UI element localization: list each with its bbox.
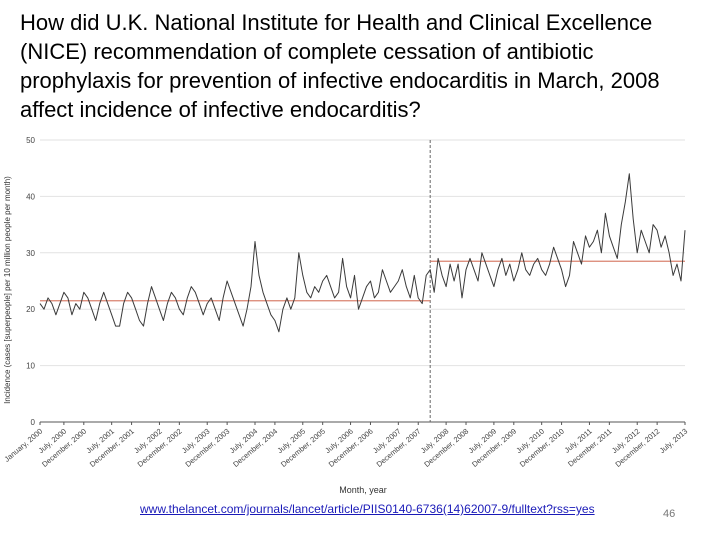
y-tick-label: 30 xyxy=(26,249,35,258)
y-tick-label: 0 xyxy=(31,418,36,427)
x-tick-label: January, 2000 xyxy=(3,427,45,464)
x-axis-title: Month, year xyxy=(339,485,387,495)
y-tick-label: 40 xyxy=(26,192,35,201)
incidence-series-line xyxy=(39,173,686,333)
incidence-line-chart: Incidence (cases [superpeople] per 10 mi… xyxy=(3,136,690,495)
y-tick-label: 10 xyxy=(26,362,35,371)
y-tick-label: 20 xyxy=(26,305,35,314)
page-number: 46 xyxy=(663,508,676,520)
y-axis-title: Incidence (cases [superpeople] per 10 mi… xyxy=(3,176,12,404)
slide-title: How did U.K. National Institute for Heal… xyxy=(20,10,660,122)
y-tick-label: 50 xyxy=(26,136,35,145)
source-link[interactable]: www.thelancet.com/journals/lancet/articl… xyxy=(140,502,595,516)
x-tick-label: July, 2013 xyxy=(658,427,690,456)
